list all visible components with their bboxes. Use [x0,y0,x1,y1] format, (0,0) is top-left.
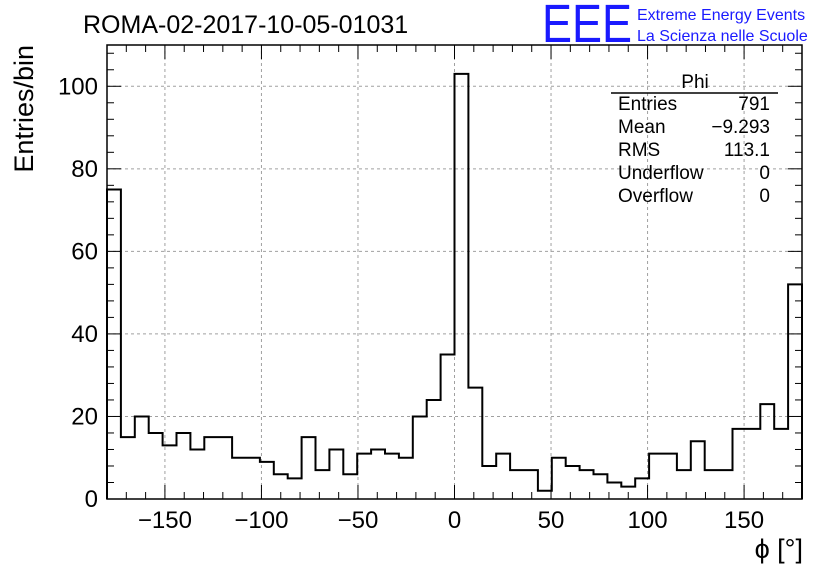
y-tick-label: 60 [71,238,98,265]
stats-underflow-label: Underflow [618,163,704,184]
plot-frame [106,44,803,500]
logo-line1: Extreme Energy Events [637,7,805,24]
y-tick-label: 20 [71,403,98,430]
logo-line2: La Scienza nelle Scuole [637,28,808,45]
y-tick-label: 100 [58,73,98,100]
y-tick-label: 0 [85,486,98,513]
stats-entries-value: 791 [738,94,770,115]
run-title: ROMA-02-2017-10-05-01031 [83,11,408,39]
x-tick-label: −50 [338,507,379,534]
stats-overflow-label: Overflow [618,186,693,207]
axis-ticks [107,45,802,500]
stats-overflow-value: 0 [759,186,770,207]
grid-lines [107,45,802,499]
y-tick-label: 80 [71,156,98,183]
stats-underflow-value: 0 [759,163,770,184]
x-tick-label: −100 [234,507,288,534]
histogram-series [106,72,803,499]
logo-mark: EEE [542,0,632,54]
stats-box: Phi Entries 791 Mean −9.293 RMS 113.1 Un… [611,72,778,207]
stats-mean-value: −9.293 [711,117,770,138]
x-tick-label: 100 [628,507,668,534]
stats-rms-value: 113.1 [724,140,770,161]
x-tick-label: −150 [138,507,192,534]
stats-entries-label: Entries [618,94,677,115]
y-tick-label: 40 [71,321,98,348]
stats-rms-label: RMS [618,140,660,161]
eee-logo: EEE Extreme Energy Events La Scienza nel… [542,0,808,54]
stats-title: Phi [681,72,708,93]
x-tick-label: 50 [538,507,565,534]
x-tick-label: 150 [724,507,764,534]
stats-mean-label: Mean [618,117,666,138]
tick-labels: −150 −100 −50 0 50 100 150 0 20 40 60 80 100 [58,73,764,534]
x-tick-label: 0 [448,507,461,534]
y-axis-label: Entries/bin [9,45,39,173]
x-axis-label: ϕ [°] [755,534,803,564]
